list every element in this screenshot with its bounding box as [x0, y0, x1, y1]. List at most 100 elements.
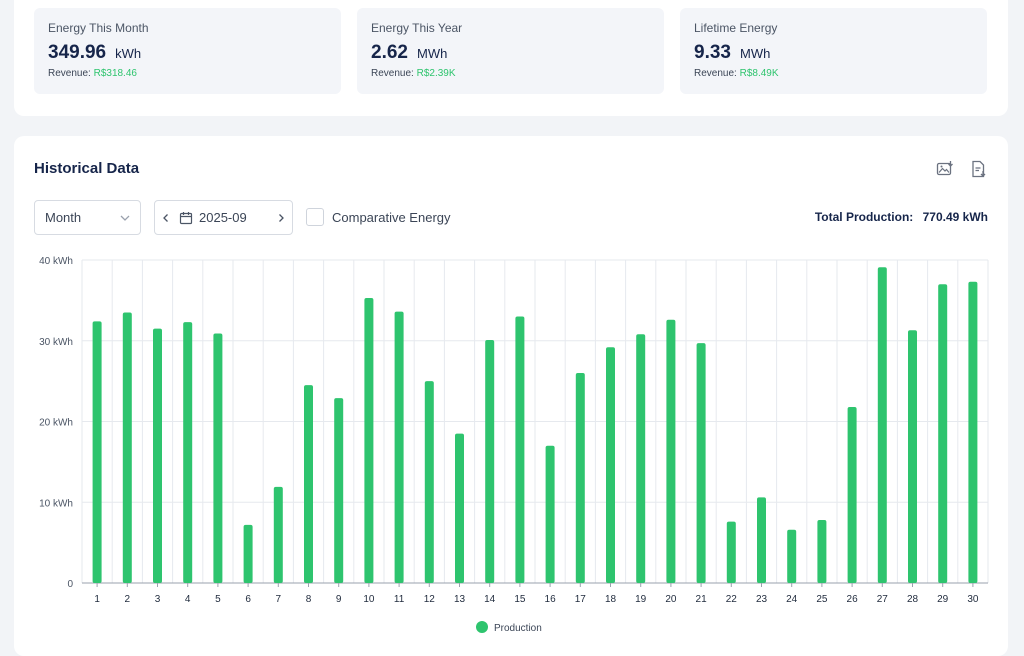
section-title: Historical Data — [34, 160, 140, 177]
y-tick-label: 10 kWh — [39, 498, 73, 509]
stat-unit: kWh — [115, 46, 142, 61]
bar — [213, 333, 223, 583]
calendar-icon — [179, 211, 193, 224]
bar — [666, 319, 676, 583]
comparative-energy-checkbox[interactable] — [306, 208, 324, 226]
x-tick-label: 2 — [125, 594, 131, 605]
bar — [424, 381, 434, 583]
bar — [938, 284, 948, 583]
image-download-icon[interactable] — [936, 160, 954, 178]
bar — [364, 297, 374, 583]
total-production-label: Total Production: — [814, 210, 914, 224]
bar — [485, 339, 495, 583]
y-tick-label: 20 kWh — [39, 418, 73, 429]
revenue-label: Revenue: — [48, 68, 91, 79]
stat-unit: MWh — [739, 46, 771, 61]
chevron-right-icon — [279, 213, 284, 222]
x-tick-label: 13 — [454, 594, 466, 605]
bar — [122, 312, 132, 583]
stat-revenue: Revenue: R$8.49K — [694, 68, 973, 79]
date-picker[interactable]: 2025-09 — [154, 200, 293, 235]
revenue-label: Revenue: — [694, 68, 737, 79]
bar — [304, 385, 313, 583]
x-tick-label: 8 — [306, 594, 312, 605]
y-tick-label: 0 — [67, 579, 73, 590]
x-tick-label: 21 — [696, 594, 708, 605]
bar — [183, 322, 193, 583]
bar — [92, 321, 102, 583]
stat-lifetime-energy: Lifetime Energy 9.33 MWh Revenue: R$8.49… — [680, 8, 987, 94]
x-tick-label: 18 — [605, 594, 617, 605]
next-month-button[interactable] — [270, 201, 292, 234]
bar — [787, 529, 797, 583]
prev-month-button[interactable] — [155, 201, 177, 234]
x-tick-label: 9 — [336, 594, 342, 605]
x-tick-label: 30 — [967, 594, 979, 605]
bar — [968, 281, 978, 583]
bar — [394, 311, 404, 583]
stat-label: Energy This Month — [48, 21, 149, 35]
historical-data-card: Historical Data Month 2025-09 — [14, 136, 1008, 656]
x-tick-label: 10 — [363, 594, 375, 605]
bar — [273, 486, 283, 583]
stat-value: 9.33 — [694, 42, 731, 63]
x-tick-label: 28 — [907, 594, 919, 605]
x-tick-label: 11 — [394, 594, 405, 605]
x-tick-label: 5 — [215, 594, 221, 605]
x-tick-label: 7 — [276, 594, 282, 605]
bar — [817, 520, 827, 583]
period-select-value: Month — [45, 210, 82, 225]
total-production-value: 770.49 kWh — [922, 210, 988, 224]
stat-energy-year: Energy This Year 2.62 MWh Revenue: R$2.3… — [357, 8, 664, 94]
comparative-energy-label: Comparative Energy — [332, 209, 451, 225]
stat-revenue: Revenue: R$2.39K — [371, 68, 650, 79]
x-tick-label: 16 — [545, 594, 557, 605]
bar — [726, 521, 736, 583]
revenue-value: R$8.49K — [739, 68, 779, 79]
period-select[interactable]: Month — [34, 200, 141, 235]
x-tick-label: 25 — [816, 594, 828, 605]
bar — [545, 445, 555, 583]
date-value: 2025-09 — [199, 210, 247, 225]
chevron-down-icon — [120, 215, 130, 221]
summary-card: Energy This Month 349.96 kWh Revenue: R$… — [14, 0, 1008, 116]
bar — [515, 316, 525, 583]
bar — [757, 497, 766, 583]
x-tick-label: 29 — [937, 594, 949, 605]
bar — [908, 330, 917, 583]
y-tick-label: 40 kWh — [39, 256, 73, 267]
legend-marker — [476, 621, 488, 633]
bar — [606, 347, 615, 583]
stat-energy-month: Energy This Month 349.96 kWh Revenue: R$… — [34, 8, 341, 94]
x-tick-label: 6 — [245, 594, 251, 605]
revenue-label: Revenue: — [371, 68, 414, 79]
x-tick-label: 14 — [484, 594, 496, 605]
bar — [243, 524, 253, 583]
bar — [455, 433, 464, 583]
document-export-icon[interactable] — [970, 160, 988, 178]
chevron-left-icon — [163, 213, 168, 222]
legend-label: Production — [494, 623, 542, 634]
stat-revenue: Revenue: R$318.46 — [48, 68, 327, 79]
x-tick-label: 17 — [575, 594, 587, 605]
stat-unit: MWh — [416, 46, 448, 61]
total-production: Total Production: 770.49 kWh — [815, 210, 988, 224]
x-tick-label: 3 — [155, 594, 161, 605]
comparative-energy-toggle[interactable]: Comparative Energy — [306, 208, 451, 226]
bar — [847, 406, 857, 583]
stat-label: Lifetime Energy — [694, 21, 778, 35]
bar — [575, 373, 585, 583]
x-tick-label: 20 — [665, 594, 677, 605]
x-tick-label: 22 — [726, 594, 738, 605]
x-tick-label: 26 — [847, 594, 859, 605]
x-tick-label: 12 — [424, 594, 436, 605]
stat-label: Energy This Year — [371, 21, 463, 35]
x-tick-label: 4 — [185, 594, 191, 605]
x-tick-label: 15 — [514, 594, 526, 605]
x-tick-label: 24 — [786, 594, 798, 605]
bar — [334, 398, 344, 583]
y-tick-label: 30 kWh — [39, 337, 73, 348]
bar — [153, 328, 162, 583]
stat-value: 349.96 — [48, 42, 107, 63]
